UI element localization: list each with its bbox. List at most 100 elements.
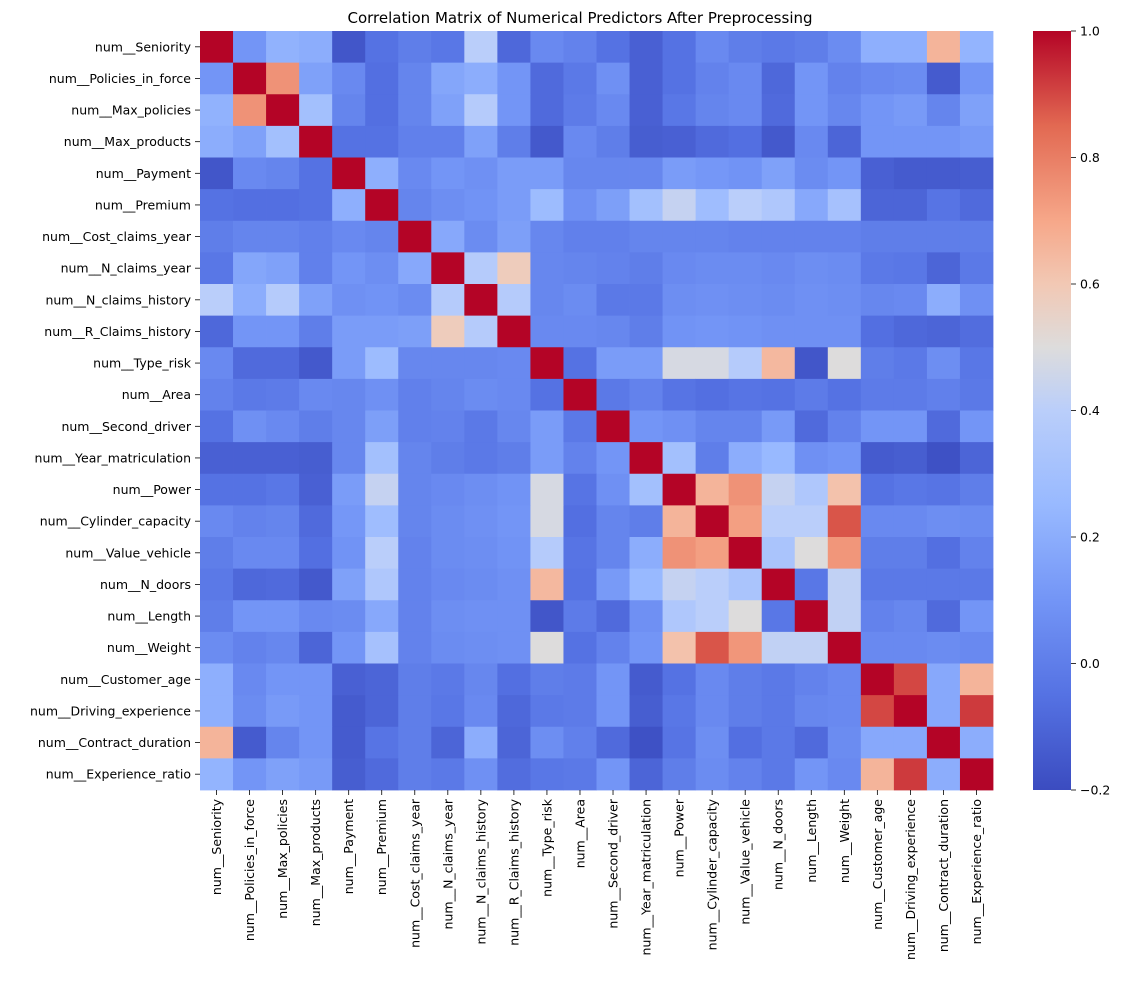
colorbar: −0.2 0.0 0.2 0.4 0.6 0.8 1.0 [1033,24,1110,798]
heatmap-cell [431,220,465,253]
heatmap-cell [530,600,564,633]
heatmap-cell [827,252,862,285]
x-tick-label: num__Premium [374,799,389,895]
heatmap-cell [464,537,498,570]
heatmap-cell [398,315,432,348]
heatmap-cell [926,505,961,538]
heatmap-cell [860,252,895,285]
heatmap-cell [464,62,498,95]
heatmap-cell [266,537,300,570]
heatmap-cell [662,62,697,95]
heatmap-cell [332,505,366,538]
heatmap-cell [563,600,597,633]
heatmap-cell [959,31,994,64]
heatmap-cell [497,62,531,95]
heatmap-cell [695,695,730,728]
heatmap-cell [332,125,366,158]
heatmap-cell [926,600,961,633]
heatmap-cell [959,695,994,728]
heatmap-cell [266,473,300,506]
heatmap-cell [563,537,597,570]
heatmap-cell [563,157,597,190]
heatmap-cell [530,473,564,506]
heatmap-cell [398,157,432,190]
heatmap-cell [695,600,730,633]
heatmap-cell [233,410,267,443]
heatmap-cell [200,600,234,633]
heatmap-cell [563,410,597,443]
heatmap-cell [761,94,796,127]
heatmap-cell [695,284,730,317]
heatmap-cell [464,252,498,285]
colorbar-tick-label: 0.0 [1080,656,1100,671]
heatmap-cell [794,695,829,728]
heatmap-cell [794,631,829,664]
heatmap-cell [926,726,961,759]
heatmap-cell [596,347,630,380]
heatmap-cell [959,284,994,317]
heatmap-cell [629,378,663,411]
heatmap-cell [431,347,465,380]
heatmap-cell [926,537,961,570]
heatmap-cell [365,284,399,317]
heatmap-cell [827,31,862,64]
heatmap-cell [200,62,234,95]
heatmap-cell [629,600,663,633]
heatmap-cell [728,442,763,475]
heatmap-cell [299,157,333,190]
heatmap-cell [695,252,730,285]
heatmap-cell [233,758,267,791]
heatmap-cell [233,726,267,759]
heatmap-cell [596,695,630,728]
heatmap-cell [365,663,399,696]
heatmap-cell [563,31,597,64]
heatmap-cell [959,631,994,664]
heatmap-cell [629,62,663,95]
heatmap-cell [365,442,399,475]
heatmap-cell [563,94,597,127]
heatmap-cell [728,252,763,285]
heatmap-cell [530,410,564,443]
heatmap-cell [893,663,928,696]
heatmap-cell [332,31,366,64]
heatmap-cell [893,631,928,664]
heatmap-cell [299,726,333,759]
colorbar-tick-label: 0.6 [1080,277,1100,292]
heatmap-cell [398,284,432,317]
heatmap-cell [563,189,597,222]
heatmap-cell [233,252,267,285]
heatmap-cell [794,410,829,443]
heatmap-cell [497,663,531,696]
heatmap-cell [530,537,564,570]
heatmap-cell [761,125,796,158]
heatmap-cell [497,157,531,190]
heatmap-cell [761,189,796,222]
heatmap-cell [761,568,796,601]
heatmap-cell [893,189,928,222]
heatmap-cell [761,758,796,791]
heatmap-cell [926,663,961,696]
heatmap-cell [464,695,498,728]
heatmap-cell [497,31,531,64]
heatmap-cell [233,505,267,538]
heatmap-cell [530,631,564,664]
heatmap-cell [596,663,630,696]
heatmap-cell [794,157,829,190]
heatmap-cell [530,315,564,348]
heatmap-cell [926,31,961,64]
heatmap-cell [431,252,465,285]
heatmap-cell [761,726,796,759]
heatmap-cell [662,284,697,317]
heatmap-cell [827,347,862,380]
heatmap-cell [794,31,829,64]
heatmap-cell [695,410,730,443]
heatmap-cell [464,442,498,475]
heatmap-cell [464,157,498,190]
heatmap-cell [827,284,862,317]
heatmap-cell [959,315,994,348]
heatmap-cell [497,726,531,759]
heatmap-cell [794,568,829,601]
heatmap-cell [959,473,994,506]
heatmap-cell [695,347,730,380]
heatmap-cell [827,442,862,475]
